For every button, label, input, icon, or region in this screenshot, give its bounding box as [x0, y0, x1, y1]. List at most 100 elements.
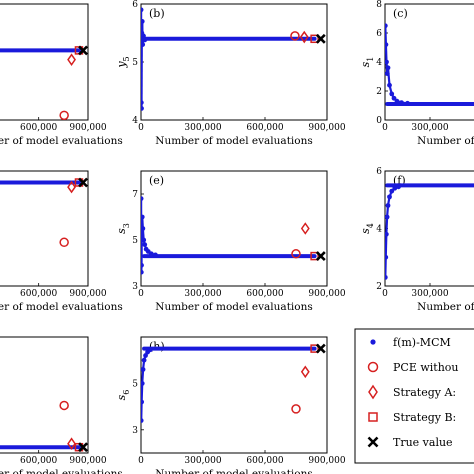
- y-tick-label: 6: [132, 0, 138, 10]
- x-tick-label: 900,000: [69, 289, 106, 299]
- x-axis-label: Number of model evaluations: [155, 468, 313, 474]
- y-tick-label: 2: [376, 282, 382, 292]
- y-axis-label-subscript: 3: [122, 223, 131, 228]
- panel-label: (e): [149, 174, 164, 187]
- pce-marker: [291, 249, 301, 259]
- x-tick-label: 0: [138, 123, 144, 133]
- mcmc-trace: [146, 348, 152, 353]
- mcmc-trace: [141, 383, 144, 402]
- mcmc-trace: [141, 216, 144, 229]
- y-tick-label: 5: [132, 58, 138, 68]
- mcmc-trace: [388, 84, 393, 95]
- strategy-b-marker: [310, 344, 319, 353]
- y-tick-label: 3: [132, 282, 138, 292]
- y-tick-label: 5: [132, 236, 138, 246]
- panel-b: 0 300,000 600,000 900,000 4 5 6 Number of model…: [115, 0, 346, 147]
- legend-mcmc-dot-icon: [370, 339, 376, 345]
- x-axis-label: Number of m: [417, 135, 474, 147]
- mcmc-trace: [385, 25, 387, 45]
- y-tick-label: 8: [376, 0, 382, 10]
- legend-true-value-x-icon: [367, 436, 379, 448]
- true-value-marker: [315, 251, 326, 262]
- x-axis-label: Number of model evaluations: [0, 301, 123, 313]
- x-tick-label: 0: [138, 289, 144, 299]
- legend-strategy-a-diamond-icon: [368, 384, 378, 400]
- x-tick-label: 300,000: [184, 289, 221, 299]
- x-tick-label: 600,000: [20, 456, 57, 466]
- y-tick-label: 0: [376, 116, 382, 126]
- y-tick-label: 3: [132, 426, 138, 436]
- y-axis-label: s6: [115, 390, 131, 401]
- x-tick-label: 0: [138, 456, 144, 466]
- y-tick-label: 6: [376, 29, 382, 39]
- mcmc-trace: [142, 35, 146, 41]
- mcmc-trace: [396, 100, 402, 104]
- mcmc-trace: [394, 185, 399, 190]
- mcmc-trace: [385, 44, 388, 63]
- y-tick-label: 2: [376, 87, 382, 97]
- y-axis-label-subscript: 1: [366, 57, 375, 62]
- x-tick-label: 600,000: [246, 123, 283, 133]
- y-axis-label: s3: [115, 223, 131, 234]
- mcmc-trace: [390, 187, 396, 192]
- strategy-b-marker: [310, 34, 319, 44]
- x-tick-label: 900,000: [69, 123, 106, 133]
- x-tick-label: 0: [382, 123, 388, 133]
- strategy-a-marker: [67, 53, 76, 66]
- axes-frame: [0, 170, 89, 287]
- axes-frame: [140, 336, 328, 454]
- y-axis-label-symbol: s: [359, 228, 372, 234]
- pce-marker: [59, 400, 69, 411]
- mcmc-trace: [141, 360, 146, 370]
- axes-frame: [384, 170, 474, 287]
- data-layer: [385, 183, 474, 280]
- y-axis-label-symbol: y: [115, 61, 128, 69]
- true-value-marker: [78, 45, 88, 56]
- legend-entry-label: Strategy B:: [393, 411, 456, 424]
- legend-entry-label: True value: [393, 436, 453, 449]
- data-layer: [385, 23, 474, 107]
- panel-d: 600,000 900,000 Number of model evaluation…: [0, 170, 123, 313]
- mcmc-trace: [386, 205, 390, 218]
- x-axis-label: Number of m: [417, 301, 474, 313]
- panel-label: (b): [149, 7, 165, 20]
- strategy-a-marker: [299, 30, 309, 44]
- y-tick-label: 4: [132, 116, 138, 126]
- mcmc-trace: [142, 239, 146, 245]
- x-tick-label: 900,000: [308, 456, 345, 466]
- mcmc-trace: [386, 196, 391, 206]
- mcmc-trace: [390, 93, 395, 99]
- mcmc-trace: [143, 355, 147, 361]
- x-tick-label: 300,000: [411, 289, 448, 299]
- strategy-a-marker: [300, 365, 310, 379]
- x-axis-label: Number of model evaluations: [155, 135, 313, 147]
- panel-label: (c): [393, 7, 408, 20]
- strategy-a-marker: [67, 180, 76, 194]
- y-tick-label: 6: [376, 167, 382, 177]
- data-layer: [0, 177, 88, 248]
- x-axis-label: Number of model evaluations: [0, 468, 123, 474]
- y-tick-label: 5: [132, 379, 138, 389]
- mcmc-trace: [401, 101, 408, 105]
- axes-frame: [0, 336, 89, 454]
- mcmc-trace: [144, 351, 149, 357]
- y-axis-label-symbol: s: [115, 394, 128, 400]
- mcmc-trace: [147, 250, 152, 255]
- pce-marker: [59, 110, 69, 120]
- y-axis-label-subscript: 6: [122, 390, 131, 395]
- x-axis-label: Number of model evaluations: [155, 301, 313, 313]
- mcmc-trace: [151, 252, 156, 257]
- legend-strategy-b-square-icon: [368, 412, 378, 422]
- pce-marker: [291, 404, 301, 414]
- strategy-b-marker: [310, 251, 319, 261]
- data-layer: [141, 196, 326, 275]
- mcmc-trace: [388, 190, 393, 198]
- mcmc-trace: [145, 248, 150, 253]
- x-tick-label: 300,000: [184, 456, 221, 466]
- x-axis-label: Number of model evaluations: [0, 135, 123, 147]
- y-axis-label-subscript: 5: [122, 56, 131, 61]
- panel-h: 0 300,000 600,000 900,000 3 5 Number of model …: [115, 336, 346, 474]
- y-tick-label: 4: [376, 58, 382, 68]
- true-value-marker: [315, 343, 326, 354]
